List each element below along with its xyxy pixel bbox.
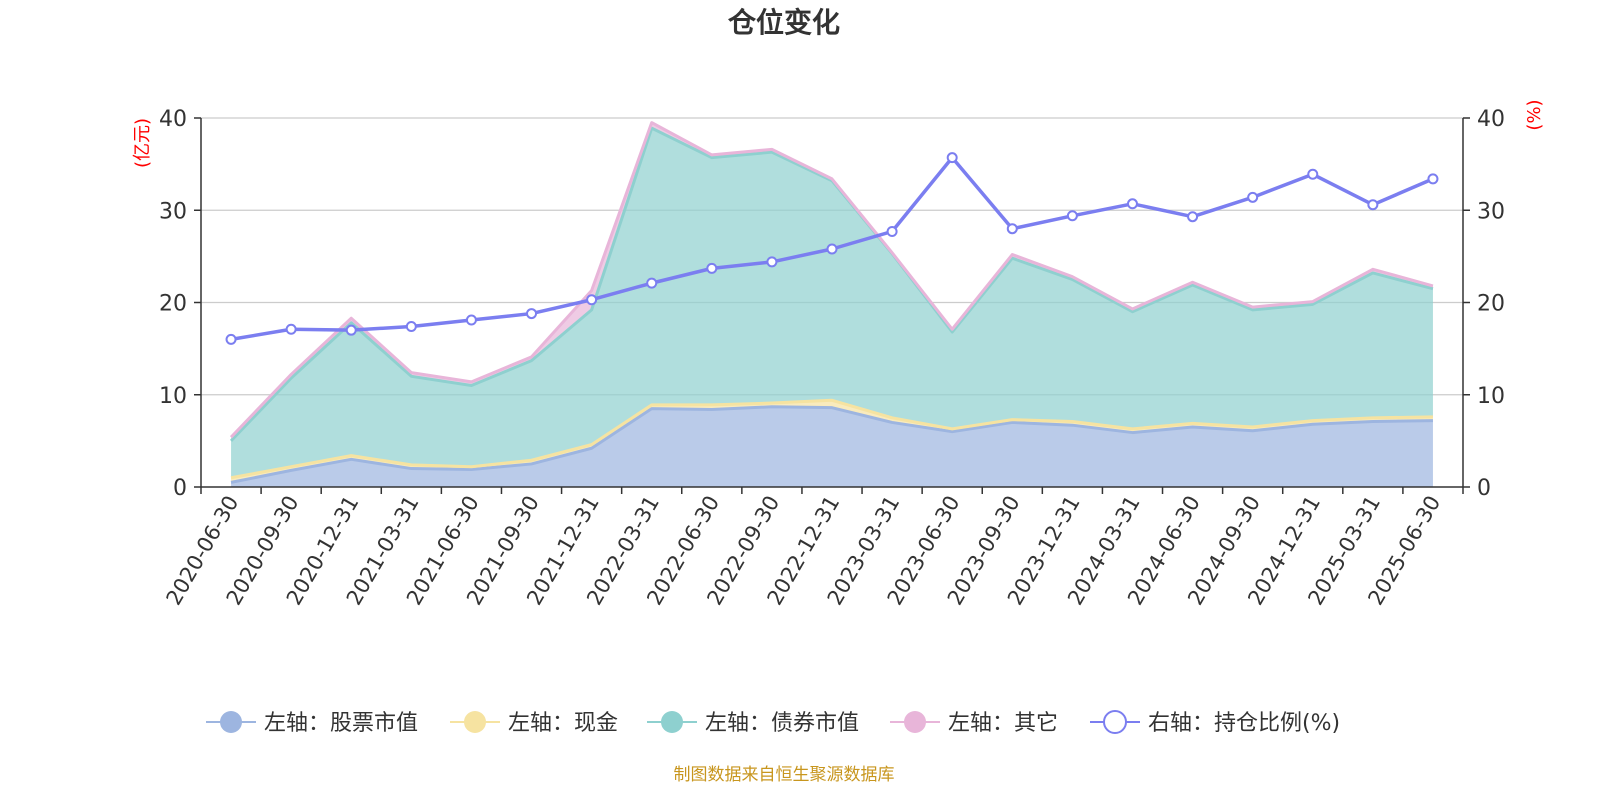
- holding-ratio-point: [405, 320, 417, 332]
- area-series-2: [231, 400, 1433, 483]
- right-axis-unit: (%): [1524, 99, 1545, 130]
- legend-item-1[interactable]: 左轴：股票市值: [206, 711, 418, 736]
- holding-ratio-point: [1066, 210, 1078, 222]
- holding-ratio-point: [285, 323, 297, 335]
- left-tick-label: 10: [159, 384, 187, 409]
- holding-ratio-point: [225, 333, 237, 345]
- holding-ratio-point: [1187, 211, 1199, 223]
- legend-label: 右轴：持仓比例(%): [1148, 711, 1340, 736]
- legend-swatch-circle: [220, 711, 242, 733]
- right-tick-label: 10: [1477, 384, 1505, 409]
- legend-label: 左轴：债券市值: [705, 711, 859, 736]
- legend-label: 左轴：股票市值: [264, 711, 418, 736]
- legend-item-4[interactable]: 左轴：其它: [890, 711, 1058, 736]
- holding-ratio-point: [1126, 198, 1138, 210]
- left-tick-label: 20: [159, 292, 187, 317]
- holding-ratio-point: [1247, 191, 1259, 203]
- right-tick-label: 0: [1477, 476, 1491, 501]
- legend-swatch-circle: [661, 711, 683, 733]
- holding-ratio-point: [826, 243, 838, 255]
- legend-item-3[interactable]: 左轴：债券市值: [647, 711, 859, 736]
- holding-ratio-point: [1307, 168, 1319, 180]
- holding-ratio-point: [706, 262, 718, 274]
- holding-ratio-point: [1367, 199, 1379, 211]
- legend-swatch-circle: [1103, 710, 1127, 734]
- holding-ratio-point: [766, 256, 778, 268]
- area-series-3: [231, 128, 1433, 478]
- right-tick-label: 30: [1477, 199, 1505, 224]
- area-series-4-edge: [229, 121, 1434, 439]
- area-series-1: [231, 406, 1433, 487]
- data-source-footer: 制图数据来自恒生聚源数据库: [674, 765, 895, 785]
- legend-swatch-circle: [904, 711, 926, 733]
- area-series-2-edge: [230, 398, 1433, 480]
- holding-ratio-point: [345, 324, 357, 336]
- holding-ratio-point: [1006, 223, 1018, 235]
- left-tick-label: 40: [159, 107, 187, 132]
- legend-label: 左轴：其它: [948, 711, 1058, 736]
- area-series-1-edge: [230, 405, 1433, 484]
- legend-swatch-circle: [464, 711, 486, 733]
- legend-label: 左轴：现金: [508, 711, 618, 736]
- legend: 左轴：股票市值 左轴：现金 左轴：债券市值 左轴：其它 右轴：持仓比例(%): [206, 710, 1340, 736]
- holding-ratio-point: [646, 277, 658, 289]
- holding-ratio-point: [1427, 173, 1439, 185]
- left-axis-unit: (亿元): [132, 118, 153, 168]
- left-tick-label: 30: [159, 199, 187, 224]
- holding-ratio-point: [465, 314, 477, 326]
- legend-item-2[interactable]: 左轴：现金: [450, 711, 618, 736]
- holding-ratio-point: [946, 152, 958, 164]
- holding-ratio-point: [886, 225, 898, 237]
- holding-ratio-point: [586, 294, 598, 306]
- left-tick-label: 0: [173, 476, 187, 501]
- right-tick-label: 40: [1477, 107, 1505, 132]
- holding-ratio-point: [526, 308, 538, 320]
- right-tick-label: 20: [1477, 292, 1505, 317]
- legend-item-5[interactable]: 右轴：持仓比例(%): [1090, 710, 1340, 736]
- stacked-areas: [229, 121, 1434, 487]
- holding-ratio-line: [225, 152, 1439, 345]
- chart-title: 仓位变化: [728, 6, 840, 39]
